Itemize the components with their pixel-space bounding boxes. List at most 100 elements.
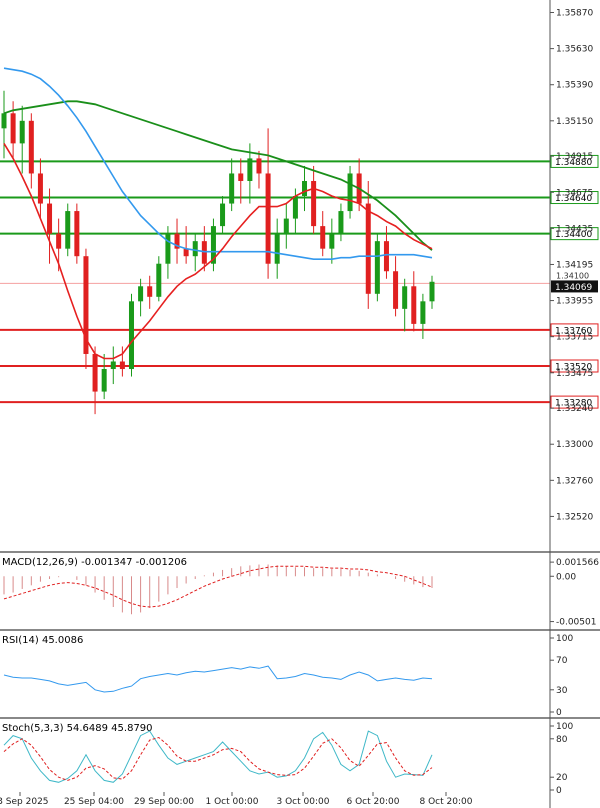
level-tag — [550, 395, 599, 409]
rsi-axis: 100 70 30 0 — [550, 634, 573, 718]
candle-body — [156, 263, 162, 297]
price-tick-label: 1.34915 — [556, 152, 593, 162]
candle-body — [338, 211, 344, 234]
macd-signal-line — [3, 565, 433, 608]
candle-body — [411, 286, 417, 324]
candle-body — [110, 361, 116, 370]
rsi-content — [3, 665, 433, 693]
candle-body — [47, 203, 53, 234]
candle-body — [210, 226, 216, 264]
price-tick-label: 1.35630 — [556, 45, 593, 55]
price-tick-label: 1.35150 — [556, 117, 593, 127]
candle-body — [229, 173, 235, 204]
rsi-tick-label: 70 — [556, 656, 568, 666]
rsi-panel: RSI(14) 45.0086 100 70 30 0 — [0, 629, 600, 718]
price-tick-label: 1.35390 — [556, 81, 593, 91]
level-label: 1.34400 — [555, 230, 592, 240]
level-label: 1.34640 — [555, 194, 592, 204]
candle-body — [65, 211, 71, 249]
candle-body — [37, 173, 43, 204]
stoch-panel: Stoch(5,3,3) 54.6489 45.8790 100 80 20 0 — [0, 717, 600, 796]
stoch-k-line — [3, 730, 433, 783]
candle-body — [374, 241, 380, 294]
rsi-tick-label: 30 — [556, 686, 568, 696]
candle-body — [183, 248, 189, 257]
time-tick-label: 6 Oct 20:00 — [347, 797, 400, 807]
stoch-d-line — [3, 736, 433, 781]
candle-body — [402, 286, 408, 309]
stoch-tick-label: 100 — [556, 722, 573, 732]
price-plot-area[interactable] — [0, 0, 550, 550]
moving-averages — [3, 67, 433, 360]
candlesticks — [1, 90, 435, 415]
price-tick-label: 1.34195 — [556, 260, 593, 270]
candle-body — [292, 196, 298, 219]
level-label: 1.33280 — [555, 399, 592, 409]
time-tick-label: 23 Sep 2025 — [0, 797, 49, 807]
candle-body — [192, 241, 198, 257]
candle-body — [265, 173, 271, 264]
time-tick-label: 1 Oct 00:00 — [206, 797, 259, 807]
candle-body — [138, 286, 144, 302]
candle-body — [28, 120, 34, 174]
stoch-content — [3, 730, 433, 783]
price-tick-label: 1.34675 — [556, 188, 593, 198]
candle-body — [165, 233, 171, 264]
price-tick-label: 1.33715 — [556, 333, 593, 343]
time-tick-label: 8 Oct 20:00 — [420, 797, 473, 807]
support-resistance-lines: 1.34880 1.34640 1.34400 1.33760 1.33520 1.332… — [0, 154, 599, 409]
stoch-tick-label: 80 — [556, 735, 568, 745]
candle-body — [92, 353, 98, 392]
price-tick-label: 1.33240 — [556, 404, 593, 414]
candle-body — [320, 226, 326, 249]
candle-body — [302, 180, 308, 197]
price-tick-label: 1.33955 — [556, 297, 593, 307]
rsi-tick-label: 0 — [556, 708, 562, 718]
stoch-tick-label: 20 — [556, 773, 568, 783]
macd-content — [3, 564, 433, 615]
price-tick-label: 1.32760 — [556, 476, 593, 486]
level-tag — [550, 359, 599, 373]
macd-tick-label: 0.00 — [556, 572, 576, 582]
time-tick-label: 25 Sep 04:00 — [64, 797, 124, 807]
candle-body — [420, 301, 426, 324]
candle-body — [238, 173, 244, 181]
candle-body — [119, 361, 125, 370]
price-axis: 1.35870 1.35630 1.35390 1.35150 1.34915 1.346… — [550, 9, 593, 522]
candle-body — [83, 256, 89, 354]
time-tick-label: 3 Oct 00:00 — [277, 797, 330, 807]
macd-tick-label: -0.00501 — [556, 618, 596, 628]
candle-body — [101, 369, 107, 392]
current-price-label: 1.34069 — [555, 283, 592, 293]
macd-title: MACD(12,26,9) -0.001347 -0.001206 — [2, 557, 187, 568]
candle-body — [10, 113, 16, 144]
candle-body — [393, 271, 399, 309]
candle-body — [311, 180, 317, 227]
level-tag — [550, 191, 599, 205]
candle-body — [256, 158, 262, 174]
macd-tick-label: 0.001566 — [556, 558, 599, 568]
price-tick-label: 1.33000 — [556, 440, 593, 450]
candle-body — [347, 173, 353, 212]
time-tick-label: 29 Sep 00:00 — [134, 797, 194, 807]
candle-body — [147, 286, 153, 297]
stoch-axis: 100 80 20 0 — [550, 722, 573, 796]
time-axis: 23 Sep 2025 25 Sep 04:00 29 Sep 00:00 1 Oct… — [0, 792, 473, 807]
candle-body — [247, 158, 253, 181]
current-price-tag — [551, 280, 598, 293]
level-label: 1.33760 — [555, 326, 592, 336]
candle-body — [174, 233, 180, 249]
level-tag — [550, 323, 599, 337]
candle-body — [274, 233, 280, 264]
candle-body — [128, 301, 134, 370]
rsi-line — [3, 665, 433, 693]
price-panel: 1.34880 1.34640 1.34400 1.33760 1.33520 1.332… — [0, 0, 599, 550]
candle-body — [383, 241, 389, 272]
stoch-tick-label: 0 — [556, 786, 562, 796]
candle-body — [329, 233, 335, 249]
price-tick-label: 1.32520 — [556, 512, 593, 522]
candle-body — [19, 120, 25, 144]
price-tick-label: 1.35870 — [556, 9, 593, 19]
macd-panel: MACD(12,26,9) -0.001347 -0.001206 0.0015… — [0, 551, 600, 628]
stoch-title: Stoch(5,3,3) 54.6489 45.8790 — [2, 723, 153, 734]
